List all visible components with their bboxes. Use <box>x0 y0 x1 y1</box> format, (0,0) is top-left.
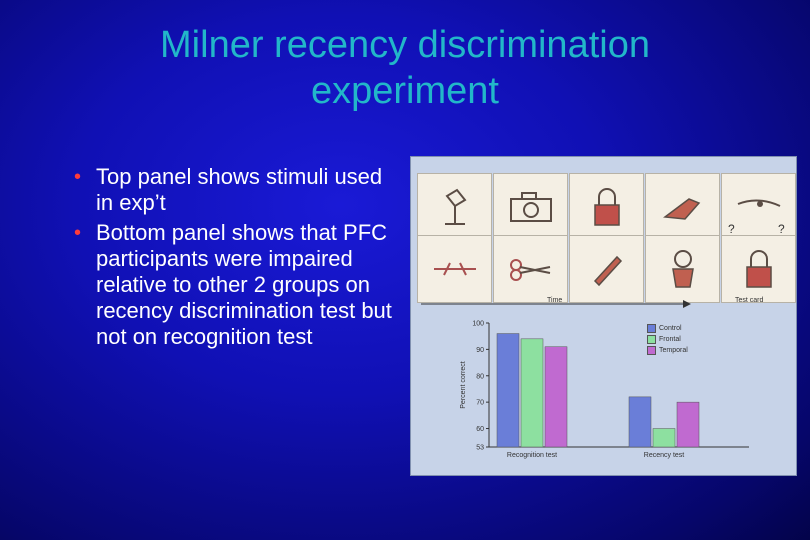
stimulus-card-padlock <box>569 173 644 241</box>
results-bar-chart: 53 60 70 80 90 100 Percent correct Recognition … <box>460 321 749 459</box>
y-tick-label: 60 <box>476 426 484 433</box>
question-mark: ? <box>778 222 785 236</box>
pen-icon <box>570 236 643 302</box>
bar-control-recency <box>628 396 652 448</box>
bullet-text-2: Bottom panel shows that PFC participants… <box>96 220 392 349</box>
experiment-figure: ? ? Time Test card 53 60 70 80 90 100 Percent … <box>410 156 797 476</box>
lamp-icon <box>418 174 491 240</box>
stimulus-card-whistle: ? ? <box>721 173 796 241</box>
title-line-2: experiment <box>311 70 499 112</box>
y-tick-label: 90 <box>476 347 484 354</box>
bullet-item-2: • Bottom panel shows that PFC participan… <box>74 220 404 350</box>
y-tick-label: 100 <box>472 321 484 328</box>
padlock-icon <box>722 236 795 302</box>
bullet-icon: • <box>74 166 82 188</box>
slide-title: Milner recency discrimination experiment <box>70 22 740 114</box>
y-tick-label: 53 <box>476 445 484 452</box>
bullet-text-1: Top panel shows stimuli used in exp’t <box>96 164 383 215</box>
bar-frontal-recognition <box>520 338 544 448</box>
bar-temporal-recency <box>676 401 700 448</box>
bar-temporal-recognition <box>544 346 568 448</box>
time-label: Time <box>547 297 563 304</box>
time-arrow <box>421 300 691 308</box>
legend-item-frontal: Frontal <box>647 334 705 345</box>
whistle-icon <box>722 174 795 240</box>
legend-item-temporal: Temporal <box>647 345 705 356</box>
y-axis-label: Percent correct <box>460 361 467 409</box>
title-line-1: Milner recency discrimination <box>160 24 650 66</box>
test-card-padlock <box>721 235 796 303</box>
stimulus-card-lamp <box>417 173 492 241</box>
x-tick-label: Recency test <box>644 452 685 459</box>
bird-icon <box>646 174 719 240</box>
legend-item-control: Control <box>647 323 705 334</box>
stimulus-card-vase <box>645 235 720 303</box>
stimulus-card-bird <box>645 173 720 241</box>
camera-icon <box>494 174 567 240</box>
bullet-icon: • <box>74 222 82 244</box>
y-tick-label: 70 <box>476 400 484 407</box>
y-tick-label: 80 <box>476 373 484 380</box>
test-card-label: Test card <box>735 297 764 304</box>
bullet-item-1: • Top panel shows stimuli used in exp’t <box>74 164 404 216</box>
chart-legend: Control Frontal Temporal <box>647 323 705 363</box>
stimulus-card-scissors <box>493 235 568 303</box>
question-mark: ? <box>728 222 735 236</box>
vase-icon <box>646 236 719 302</box>
x-tick-label: Recognition test <box>507 452 557 459</box>
stimulus-card-bow <box>417 235 492 303</box>
bar-frontal-recency <box>652 428 676 448</box>
bullet-list: • Top panel shows stimuli used in exp’t … <box>74 164 404 354</box>
bar-control-recognition <box>496 333 520 448</box>
scissors-icon <box>494 236 567 302</box>
stimulus-card-pen <box>569 235 644 303</box>
bow-icon <box>418 236 491 302</box>
stimulus-card-camera <box>493 173 568 241</box>
padlock-icon <box>570 174 643 240</box>
